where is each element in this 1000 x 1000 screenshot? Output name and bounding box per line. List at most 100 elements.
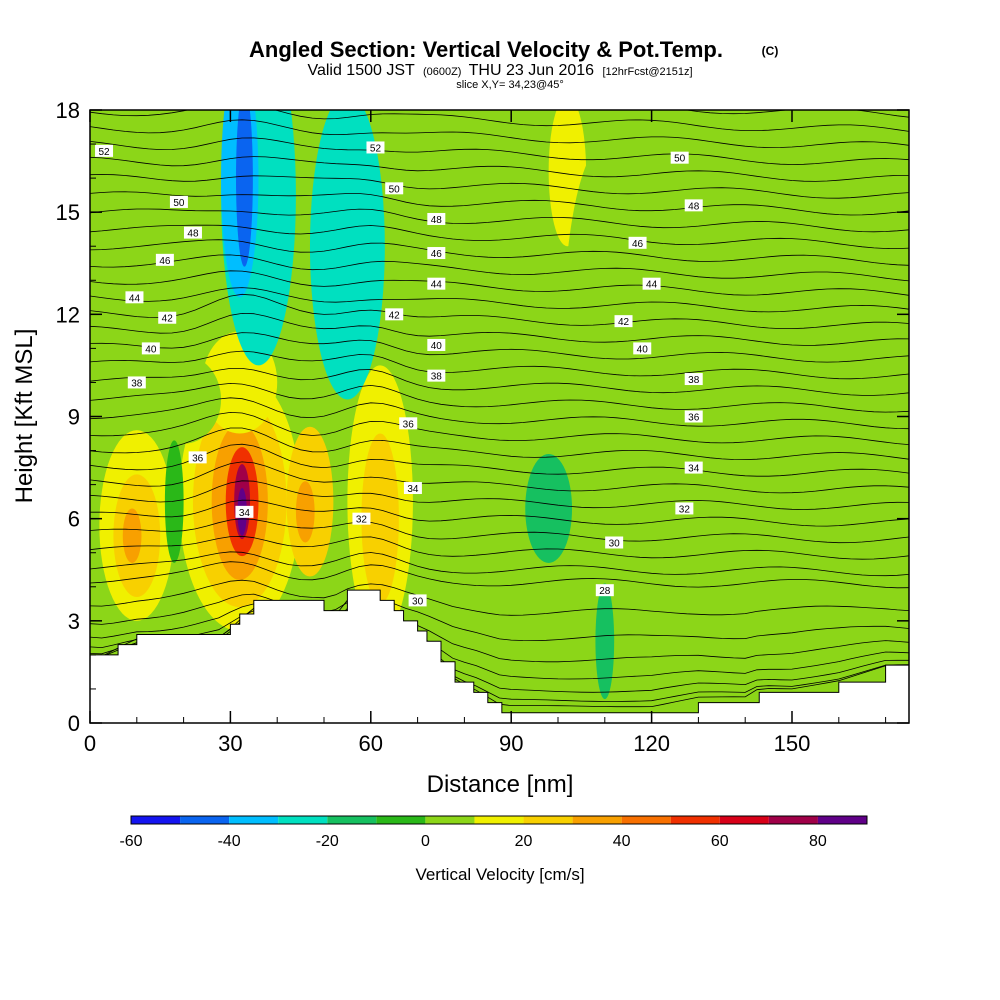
velocity-cell [595, 583, 615, 700]
contour-label-box [169, 195, 188, 208]
x-tick-label: 60 [359, 731, 383, 756]
colorbar-tick-label: 60 [711, 833, 729, 850]
contour-label: 48 [427, 212, 446, 226]
contour-label-text: 28 [599, 586, 611, 597]
colorbar-segment [229, 816, 279, 824]
colorbar: -60 -40 -20 0 20 40 60 80 [119, 815, 868, 850]
colorbar-segment [719, 816, 769, 824]
contour-label-text: 40 [145, 344, 157, 355]
contour-label-box [642, 277, 661, 290]
contour-label-text: 32 [679, 504, 691, 515]
x-tick-label: 150 [774, 731, 811, 756]
copyright-mark: (C) [762, 44, 779, 58]
contour-line [90, 427, 909, 461]
contour-line [90, 208, 909, 233]
colorbar-segment [817, 816, 867, 824]
contour-label-box [127, 376, 146, 389]
contour-label-box [125, 291, 144, 304]
contour-label: 48 [684, 199, 703, 212]
contour-label-text: 32 [356, 515, 368, 526]
contour-label: 52 [366, 141, 385, 154]
velocity-cell [164, 440, 184, 563]
contour-line [90, 270, 909, 296]
x-tick-label: 0 [84, 731, 96, 756]
colorbar-segment [523, 816, 573, 824]
contour-label-text: 30 [412, 596, 424, 607]
contour-line [90, 110, 909, 132]
contour-label-box [595, 584, 614, 597]
contour-label: 44 [125, 291, 144, 304]
contour-label: 50 [169, 195, 188, 209]
contour-label: 44 [642, 277, 661, 291]
contour-label-text: 50 [674, 154, 686, 165]
contour-label-text: 38 [131, 378, 143, 389]
contour-line [90, 612, 909, 693]
contour-label-text: 50 [173, 198, 185, 209]
contour-label-box [628, 236, 647, 249]
plot-area: 52 50 48 46 44 42 40 38 36 34 52 50 48 46 44 42 40 38 36 34… [90, 110, 909, 723]
colorbar-segment [131, 816, 181, 824]
contour-label: 52 [95, 144, 114, 158]
contour-label: 36 [684, 410, 703, 424]
colorbar-tick-label: 40 [613, 833, 631, 850]
contour-line [90, 239, 909, 266]
x-axis: 0 30 60 90 120 150 [84, 110, 887, 756]
contour-label: 36 [399, 417, 418, 430]
valid-utc: (0600Z) [423, 66, 462, 78]
contour-line [90, 551, 909, 577]
chart-title: Angled Section: Vertical Velocity & Pot.… [249, 37, 723, 62]
contour-label: 28 [595, 584, 614, 597]
colorbar-segment [180, 816, 230, 824]
contour-line [683, 110, 909, 118]
velocity-cell [525, 453, 573, 563]
contour-label-text: 44 [646, 280, 658, 291]
contour-label: 42 [614, 315, 633, 328]
contour-label: 46 [427, 247, 446, 260]
contour-label-text: 48 [431, 215, 443, 226]
contour-line [90, 287, 909, 313]
contour-label-box [427, 369, 446, 382]
contour-line [90, 610, 909, 680]
contour-label-text: 36 [688, 413, 700, 424]
contour-label-box [366, 141, 385, 154]
velocity-field [99, 110, 704, 706]
contour-label-text: 52 [98, 147, 110, 158]
colorbar-tick-label: -40 [218, 833, 241, 850]
contour-label-box [95, 144, 114, 157]
contour-line [90, 191, 909, 216]
contour-label-box [675, 502, 694, 515]
y-tick-label: 15 [56, 200, 80, 225]
contour-label: 40 [427, 338, 446, 352]
contour-label-box [427, 212, 446, 225]
colorbar-tick-label: 0 [421, 833, 430, 850]
contour-line [90, 382, 909, 413]
contour-label-text: 42 [162, 314, 174, 325]
contour-label: 44 [427, 277, 446, 291]
contour-label-text: 40 [637, 344, 649, 355]
contour-label-text: 36 [403, 419, 415, 430]
contour-label-box [605, 536, 624, 549]
colorbar-segment [621, 816, 671, 824]
contour-line [90, 174, 909, 199]
y-tick-label: 3 [68, 609, 80, 634]
contour-label-text: 46 [632, 239, 644, 250]
contour-line [90, 461, 909, 494]
contour-label: 38 [127, 376, 146, 389]
contour-line [90, 254, 909, 282]
contour-label-text: 30 [609, 539, 621, 550]
contour-label-text: 34 [688, 464, 700, 475]
contour-line [90, 603, 909, 663]
colorbar-segment [474, 816, 524, 824]
contour-label-box [408, 594, 427, 607]
contour-label: 30 [408, 594, 427, 607]
y-tick-label: 12 [56, 302, 80, 327]
contour-line [90, 293, 909, 329]
colorbar-label: Vertical Velocity [cm/s] [415, 865, 584, 884]
contour-line [90, 518, 909, 544]
y-axis-label: Height [Kft MSL] [11, 329, 38, 504]
contour-label-text: 44 [431, 280, 443, 291]
colorbar-segment [425, 816, 475, 824]
x-tick-label: 120 [633, 731, 670, 756]
contour-line [90, 224, 909, 250]
